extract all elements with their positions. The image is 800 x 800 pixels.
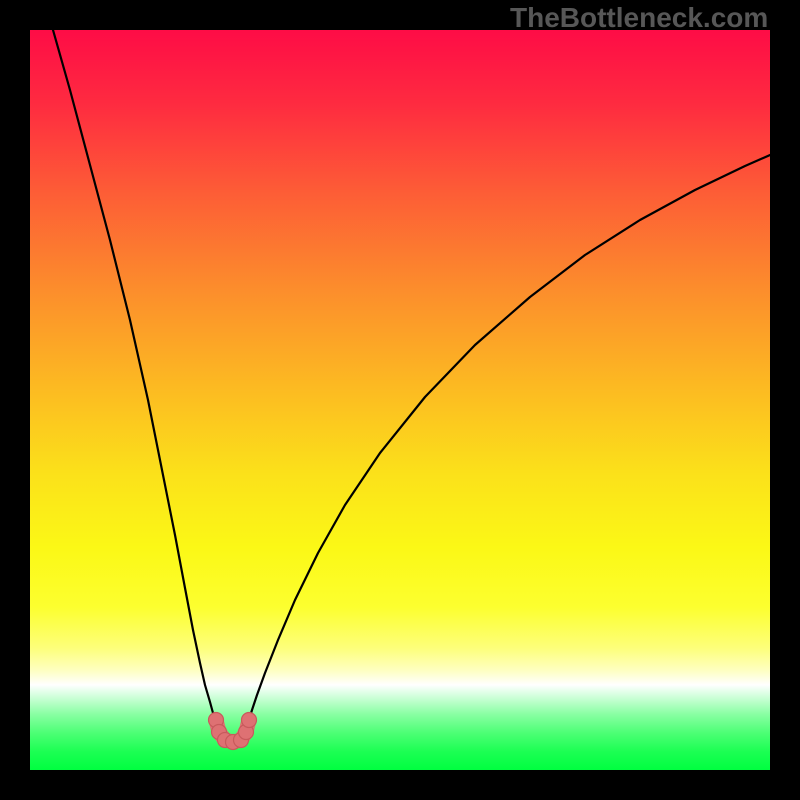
chart-frame: TheBottleneck.com — [0, 0, 800, 800]
chart-svg — [0, 0, 800, 800]
watermark-text: TheBottleneck.com — [510, 2, 768, 34]
plot-area — [30, 30, 770, 770]
trough-dot — [242, 713, 257, 728]
gradient-background — [30, 30, 770, 770]
